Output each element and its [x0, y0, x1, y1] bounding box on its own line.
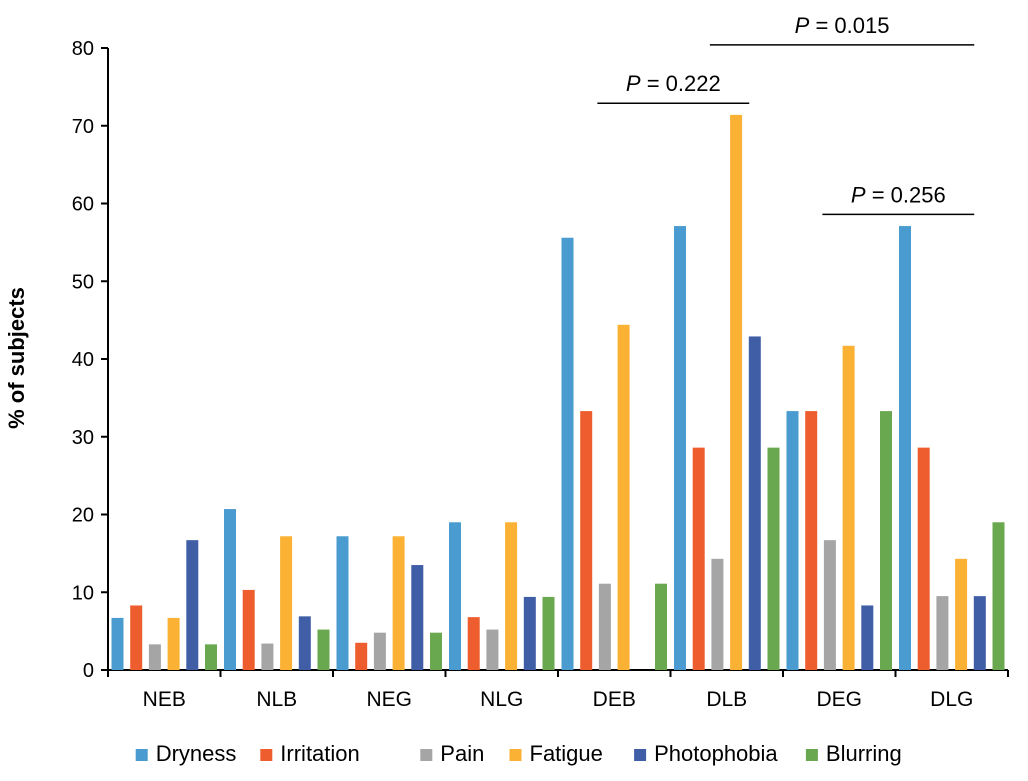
bar-photophobia-neb [186, 540, 199, 670]
bar-blurring-nlg [542, 596, 555, 670]
bar-fatigue-deb [617, 324, 630, 670]
bar-photophobia-nlg [523, 596, 536, 670]
legend-label: Photophobia [654, 741, 778, 766]
y-axis-title: % of subjects [4, 287, 29, 429]
bar-irritation-deg [805, 411, 818, 670]
y-tick-label: 0 [83, 660, 94, 682]
legend-label: Dryness [156, 741, 237, 766]
bar-blurring-neb [205, 644, 217, 670]
bar-pain-nlb [261, 643, 274, 670]
y-tick-label: 70 [72, 116, 94, 138]
bar-fatigue-nlg [505, 522, 518, 670]
bar-irritation-dlb [692, 447, 705, 670]
x-tick-label: DLB [706, 688, 747, 711]
x-tick-label: NLB [256, 688, 297, 711]
bar-pain-neg [373, 632, 386, 670]
y-tick-label: 40 [72, 349, 94, 371]
legend-swatch-blurring [805, 749, 818, 761]
bar-irritation-neb [130, 605, 143, 670]
y-tick-label: 80 [72, 38, 94, 60]
bar-pain-neb [148, 644, 161, 670]
bar-dryness-deg [786, 411, 799, 670]
bar-photophobia-dlg [973, 596, 986, 670]
x-tick-label: NLG [480, 688, 523, 711]
bar-irritation-nlg [467, 617, 480, 670]
y-tick-label: 30 [72, 427, 94, 449]
bar-blurring-neg [430, 632, 442, 670]
bars [111, 114, 1005, 671]
p-value-label: P = 0.015 [795, 13, 890, 38]
bar-pain-deg [823, 540, 836, 670]
x-tick-label: DEB [593, 688, 636, 711]
p-value-label: P = 0.222 [626, 71, 721, 96]
bar-fatigue-dlg [955, 558, 968, 670]
bar-fatigue-neb [167, 617, 180, 670]
bar-irritation-dlg [917, 447, 930, 670]
x-tick-label: NEG [366, 688, 412, 711]
significance-annotations: P = 0.222 P = 0.015 P = 0.256 [597, 13, 975, 216]
legend: Dryness Irritation Pain Fatigue Photophobia B… [135, 741, 902, 766]
bar-dryness-neg [336, 536, 349, 670]
p-value-label: P = 0.256 [851, 182, 946, 207]
bar-photophobia-nlb [298, 616, 311, 670]
legend-label: Pain [440, 741, 484, 766]
legend-swatch-photophobia [634, 749, 647, 761]
bar-irritation-neg [355, 642, 368, 670]
x-axis-labels: NEB NLB NEG NLG DEB DLB DEG DLG [143, 688, 974, 711]
x-tick-label: NEB [143, 688, 186, 711]
bar-dryness-nlg [449, 522, 461, 670]
bar-photophobia-neg [411, 565, 424, 670]
bar-pain-nlg [486, 629, 499, 670]
axes: 0 10 20 30 40 50 60 70 80 [72, 38, 1009, 682]
bar-pain-dlb [711, 558, 724, 670]
legend-swatch-pain [420, 749, 433, 761]
bar-dryness-dlg [899, 226, 911, 671]
y-tick-label: 50 [72, 271, 94, 293]
bar-blurring-deg [880, 411, 892, 670]
bar-fatigue-nlb [280, 536, 293, 670]
bar-photophobia-dlb [748, 336, 761, 670]
y-tick-label: 20 [72, 505, 94, 527]
bar-pain-dlg [936, 596, 949, 670]
legend-swatch-irritation [260, 749, 273, 761]
bar-blurring-dlb [767, 447, 780, 670]
bar-fatigue-deg [842, 345, 855, 670]
x-tick-label: DEG [816, 688, 862, 711]
y-tick-label: 10 [72, 582, 94, 604]
y-tick-label: 60 [72, 194, 94, 216]
bar-fatigue-dlb [730, 114, 743, 671]
legend-swatch-dryness [135, 749, 148, 761]
legend-label: Irritation [280, 741, 359, 766]
bar-irritation-deb [580, 411, 593, 670]
bar-pain-deb [598, 583, 611, 670]
bar-photophobia-deg [861, 605, 874, 670]
bar-blurring-dlg [992, 522, 1005, 670]
bar-fatigue-neg [392, 536, 405, 670]
x-tick-label: DLG [930, 688, 973, 711]
bar-blurring-nlb [317, 629, 330, 670]
bar-dryness-dlb [674, 226, 686, 671]
bar-dryness-neb [111, 617, 124, 670]
bar-irritation-nlb [242, 589, 255, 670]
bar-dryness-deb [561, 237, 574, 670]
bar-blurring-deb [655, 583, 667, 670]
bar-dryness-nlb [224, 509, 236, 670]
legend-label: Blurring [826, 741, 902, 766]
legend-label: Fatigue [530, 741, 603, 766]
legend-swatch-fatigue [509, 749, 522, 761]
